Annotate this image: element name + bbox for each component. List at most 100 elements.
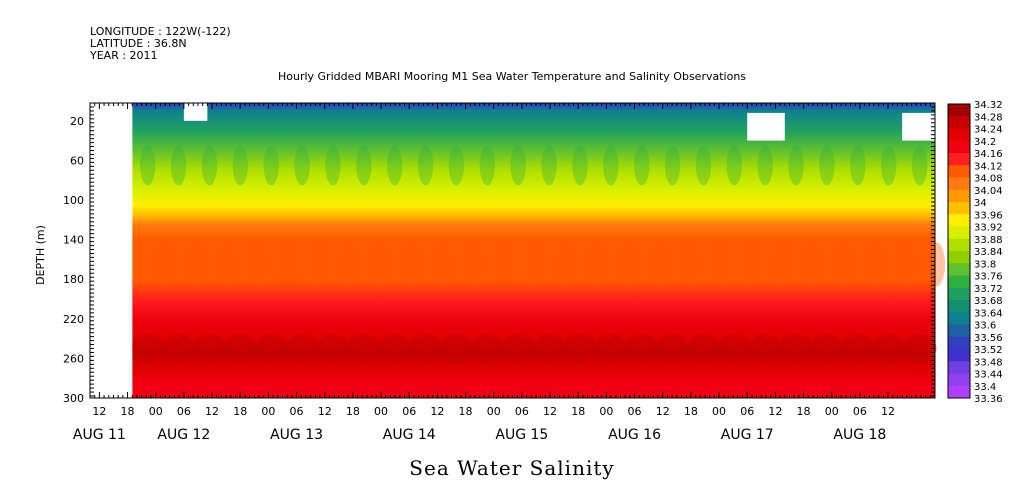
colorbar-swatch xyxy=(948,226,970,240)
colorbar-label: 33.68 xyxy=(974,296,1003,307)
colorbar-swatch xyxy=(948,214,970,227)
date-label: AUG 11 xyxy=(73,427,126,443)
high-salinity-patch xyxy=(254,334,289,363)
x-tick-label: 00 xyxy=(487,405,501,418)
x-tick-label: 06 xyxy=(177,405,191,418)
low-salinity-patch xyxy=(448,145,465,186)
mid-salinity-patch xyxy=(866,242,884,287)
colorbar-swatch xyxy=(948,238,970,252)
variable-title: Sea Water Salinity xyxy=(409,456,614,480)
mid-salinity-patch xyxy=(217,242,235,287)
date-label: AUG 14 xyxy=(383,427,436,443)
high-salinity-patch xyxy=(439,334,474,363)
low-salinity-patch xyxy=(140,145,156,186)
x-tick-label: 00 xyxy=(261,405,275,418)
colorbar-swatch xyxy=(948,300,970,313)
x-tick-label: 12 xyxy=(430,405,444,418)
high-salinity-patch xyxy=(315,334,350,363)
mid-salinity-patch xyxy=(248,242,266,287)
date-label: AUG 17 xyxy=(721,427,774,443)
high-salinity-patch xyxy=(223,334,258,363)
date-label: AUG 12 xyxy=(157,427,210,443)
x-tick-label: 06 xyxy=(402,405,416,418)
colorbar-label: 34.12 xyxy=(974,161,1003,172)
high-salinity-patch xyxy=(377,334,412,363)
mid-salinity-patch xyxy=(711,242,729,287)
high-salinity-patch xyxy=(161,334,196,363)
date-label: AUG 13 xyxy=(270,427,323,443)
colorbar-swatch xyxy=(948,140,970,154)
low-salinity-patch xyxy=(263,145,279,186)
colorbar-label: 33.84 xyxy=(974,247,1003,258)
colorbar-swatch xyxy=(948,312,970,325)
x-tick-label: 00 xyxy=(599,405,613,418)
high-salinity-patch xyxy=(562,334,597,363)
mid-salinity-patch xyxy=(187,242,205,287)
x-tick-label: 18 xyxy=(571,405,585,418)
colorbar-label: 33.44 xyxy=(974,370,1003,381)
mid-salinity-patch xyxy=(495,242,513,287)
high-salinity-patch xyxy=(285,334,320,363)
high-salinity-patch xyxy=(501,334,536,363)
x-tick-label: 00 xyxy=(825,405,839,418)
y-axis-label: DEPTH (m) xyxy=(34,225,47,285)
mid-salinity-patch xyxy=(464,242,482,287)
high-salinity-patch xyxy=(840,334,875,363)
colorbar-label: 33.96 xyxy=(974,210,1003,221)
low-salinity-patch xyxy=(479,145,495,186)
y-axis: 20 60 100 140 180 220 260 300 xyxy=(63,102,935,405)
latitude-label: LATITUDE : 36.8N xyxy=(90,37,187,50)
high-salinity-patch xyxy=(809,334,844,363)
missing-data-box xyxy=(902,112,935,141)
missing-data-box xyxy=(183,103,208,121)
low-salinity-patch xyxy=(572,145,588,186)
mid-salinity-patch xyxy=(681,242,699,287)
mid-salinity-patch xyxy=(588,242,606,287)
missing-data-region xyxy=(90,103,133,398)
colorbar-label: 33.48 xyxy=(974,357,1003,368)
low-salinity-patch xyxy=(757,145,773,186)
low-salinity-patch xyxy=(850,145,866,186)
low-salinity-patch xyxy=(541,145,557,186)
x-tick-label: 12 xyxy=(92,405,106,418)
x-tick-label: 06 xyxy=(515,405,529,418)
x-tick-label: 18 xyxy=(233,405,247,418)
high-salinity-patch xyxy=(779,334,814,363)
y-tick-label: 100 xyxy=(63,194,84,207)
y-tick-label: 20 xyxy=(70,115,84,128)
colorbar-swatch xyxy=(948,128,970,142)
colorbar-label: 34.2 xyxy=(974,137,996,148)
colorbar-swatch xyxy=(948,189,970,203)
x-tick-label: 18 xyxy=(797,405,811,418)
low-salinity-patch xyxy=(664,145,681,186)
mid-salinity-patch xyxy=(804,242,822,287)
colorbar-label: 33.6 xyxy=(974,321,996,332)
mid-salinity-patch xyxy=(341,242,359,287)
colorbar-swatch xyxy=(948,165,970,178)
high-salinity-patch xyxy=(902,334,937,363)
high-salinity-patch xyxy=(532,334,567,363)
low-salinity-patch xyxy=(356,145,372,186)
mid-salinity-patch xyxy=(434,242,452,287)
x-tick-label: 06 xyxy=(740,405,754,418)
colorbar-label: 33.56 xyxy=(974,333,1003,344)
x-tick-label: 00 xyxy=(374,405,388,418)
missing-data-box xyxy=(747,112,785,141)
colorbar-legend: 34.3234.2834.2434.234.1634.1234.0834.043… xyxy=(947,100,1003,405)
colorbar-label: 34.16 xyxy=(974,149,1003,160)
low-salinity-patch xyxy=(387,145,403,186)
high-salinity-patch xyxy=(346,334,381,363)
colorbar-label: 33.4 xyxy=(974,382,996,393)
colorbar-swatch xyxy=(948,116,970,129)
colorbar-frame xyxy=(947,103,971,399)
x-tick-label: 00 xyxy=(149,405,163,418)
colorbar-swatch xyxy=(948,275,970,289)
low-salinity-patch xyxy=(911,145,928,186)
x-tick-label: 06 xyxy=(290,405,304,418)
colorbar-swatch xyxy=(948,361,970,374)
colorbar-swatch xyxy=(948,104,970,117)
high-salinity-patch xyxy=(871,334,906,363)
low-salinity-patch xyxy=(634,145,650,186)
low-salinity-patch xyxy=(695,145,712,186)
